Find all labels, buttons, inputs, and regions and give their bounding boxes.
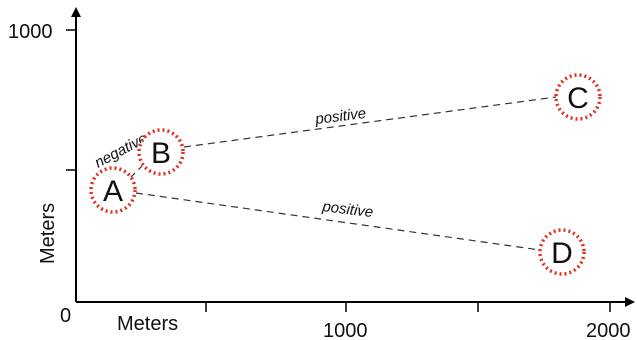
y-axis-title: Meters xyxy=(37,203,59,264)
node-b-label: B xyxy=(151,137,171,170)
edge-b-c xyxy=(183,96,557,148)
y-tick-label-1000: 1000 xyxy=(8,21,53,43)
edge-label-a-d: positive xyxy=(321,198,375,221)
node-a-label: A xyxy=(103,175,123,208)
node-b: B xyxy=(137,128,185,176)
x-tick-label-1000: 1000 xyxy=(323,320,368,340)
node-c: C xyxy=(554,73,602,121)
node-c-label: C xyxy=(567,82,589,115)
edge-label-b-c: positive xyxy=(313,105,367,128)
node-d: D xyxy=(538,228,586,276)
x-tick-label-2000: 2000 xyxy=(586,320,631,340)
origin-label: 0 xyxy=(60,305,71,327)
edge-a-d xyxy=(135,192,541,251)
node-a: A xyxy=(89,166,137,214)
node-d-label: D xyxy=(551,237,573,270)
edge-a-b xyxy=(129,165,143,179)
x-axis-title: Meters xyxy=(117,313,178,335)
